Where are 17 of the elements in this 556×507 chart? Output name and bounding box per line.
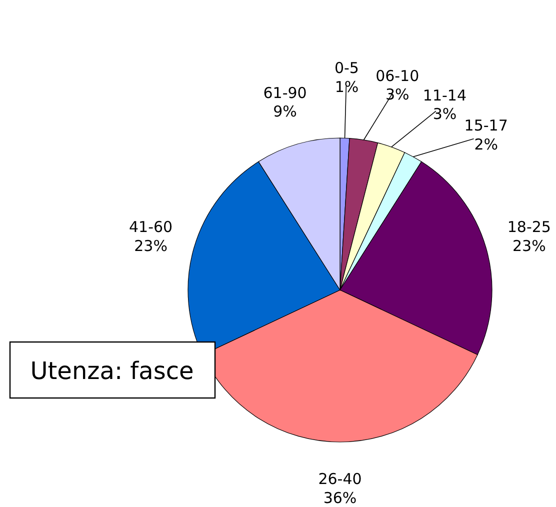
slice-label: 61-90 [263,84,307,102]
slice-label: 26-40 [318,470,362,488]
slice-label: 06-10 [376,66,420,85]
slice-label: 0-5 [334,59,359,78]
data-label: 23% [512,236,546,255]
data-label: 9% [273,102,297,121]
text: Utenza: fasce [30,357,194,385]
data-label: 23% [134,236,168,255]
data-label: 3% [385,86,410,104]
slice-label: 11-14 [422,86,467,104]
slice-label: 18-25 [507,218,551,236]
data-label: 36% [323,488,357,507]
slice-label: 41-60 [129,218,173,236]
slice-label: 15-17 [464,116,508,135]
data-label: 3% [432,105,457,124]
data-label: 1% [334,78,359,96]
data-label: 2% [474,135,498,154]
